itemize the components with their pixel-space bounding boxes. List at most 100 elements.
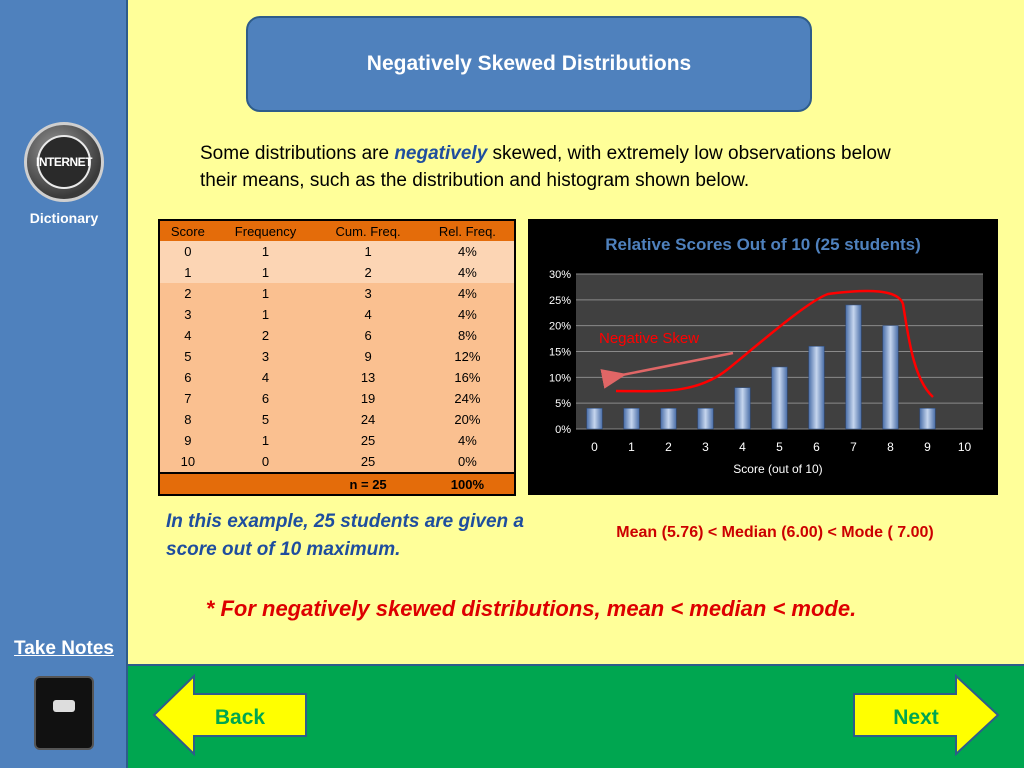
header-cum-freq: Cum. Freq. <box>315 220 421 241</box>
intro-before: Some distributions are <box>200 143 395 164</box>
cell: 4% <box>420 241 515 262</box>
cell: 19 <box>315 388 421 409</box>
table-row: 5 3 9 12% <box>159 346 515 367</box>
x-tick-label: 3 <box>702 440 709 454</box>
dictionary-link[interactable]: Dictionary <box>29 210 99 226</box>
cell: 0 <box>159 241 216 262</box>
cell: 4 <box>315 304 421 325</box>
chart-title: Relative Scores Out of 10 (25 students) <box>605 235 921 254</box>
sidebar: INTERNET Dictionary Take Notes <box>0 0 128 768</box>
cell: 1 <box>215 262 316 283</box>
logo-inner: INTERNET <box>36 135 93 189</box>
x-tick-label: 1 <box>628 440 635 454</box>
next-arrow-icon <box>853 673 1000 757</box>
cell: 16% <box>420 367 515 388</box>
intro-emphasis: negatively <box>394 143 488 164</box>
back-label: Back <box>215 706 266 729</box>
cell: 2 <box>315 262 421 283</box>
bar <box>882 325 899 430</box>
x-tick-label: 5 <box>776 440 783 454</box>
cell: 3 <box>159 304 216 325</box>
table-row: 7 6 19 24% <box>159 388 515 409</box>
header-rel-freq: Rel. Freq. <box>420 220 515 241</box>
cell: 3 <box>315 283 421 304</box>
cell: 2 <box>215 325 316 346</box>
cell: 8% <box>420 325 515 346</box>
table-row: 1 1 2 4% <box>159 262 515 283</box>
cell: 4% <box>420 283 515 304</box>
x-tick-labels: 0 1 2 3 4 5 6 7 8 9 10 <box>591 440 971 454</box>
y-tick-label: 15% <box>549 347 571 359</box>
cell: 4% <box>420 430 515 451</box>
bar <box>919 408 936 430</box>
logo-text: INTERNET <box>36 155 93 169</box>
y-tick-label: 20% <box>549 321 571 333</box>
conclusion-text: * For negatively skewed distributions, m… <box>205 596 857 621</box>
cell: 4 <box>215 367 316 388</box>
y-tick-label: 10% <box>549 372 571 384</box>
y-tick-label: 25% <box>549 295 571 307</box>
cell: 4% <box>420 262 515 283</box>
cell: 25 <box>315 451 421 473</box>
cell: 0% <box>420 451 515 473</box>
cell: 24% <box>420 388 515 409</box>
cell: 6 <box>159 367 216 388</box>
table-footer-row: n = 25 100% <box>159 472 515 495</box>
bar <box>734 387 751 430</box>
back-arrow-icon <box>152 673 307 757</box>
x-axis-label: Score (out of 10) <box>733 462 822 476</box>
cell: 9 <box>159 430 216 451</box>
bar <box>623 408 640 430</box>
cell: 6 <box>215 388 316 409</box>
next-label: Next <box>893 706 939 729</box>
cell: 1 <box>159 262 216 283</box>
header-score: Score <box>159 220 216 241</box>
x-tick-label: 2 <box>665 440 672 454</box>
x-tick-label: 0 <box>591 440 598 454</box>
cell: 1 <box>215 304 316 325</box>
bar <box>845 304 862 430</box>
take-notes-link[interactable]: Take Notes <box>14 638 114 659</box>
cell: 3 <box>215 346 316 367</box>
cell: 4% <box>420 304 515 325</box>
cell: 1 <box>215 430 316 451</box>
back-button[interactable]: Back <box>150 672 310 758</box>
intro-after: skewed, with extremely low observations … <box>200 143 891 191</box>
page-title: Negatively Skewed Distributions <box>366 52 692 75</box>
cell <box>159 472 216 495</box>
table-row: 0 1 1 4% <box>159 241 515 262</box>
cell: 5 <box>159 346 216 367</box>
cell: 20% <box>420 409 515 430</box>
cell: 1 <box>215 283 316 304</box>
y-tick-label: 5% <box>555 398 571 410</box>
x-tick-label: 8 <box>887 440 894 454</box>
table-row: 8 5 24 20% <box>159 409 515 430</box>
x-tick-label: 6 <box>813 440 820 454</box>
table-row: 3 1 4 4% <box>159 304 515 325</box>
y-tick-labels: 0% 5% 10% 15% 20% 25% 30% <box>549 269 571 436</box>
notebook-icon[interactable] <box>34 676 94 750</box>
intro-text: Some distributions are negatively skewed… <box>200 140 920 194</box>
cell: 9 <box>315 346 421 367</box>
cell: 10 <box>159 451 216 473</box>
mean-median-mode: Mean (5.76) < Median (6.00) < Mode ( 7.0… <box>616 524 934 541</box>
x-tick-label: 4 <box>739 440 746 454</box>
x-tick-label: 10 <box>958 440 972 454</box>
histogram-chart: Relative Scores Out of 10 (25 students) … <box>528 219 998 495</box>
bar <box>697 408 714 430</box>
table-row: 2 1 3 4% <box>159 283 515 304</box>
cell: 1 <box>215 241 316 262</box>
cell: 1 <box>315 241 421 262</box>
table-row: 6 4 13 16% <box>159 367 515 388</box>
skew-annotation: Negative Skew <box>599 330 699 347</box>
bar <box>771 366 788 430</box>
table-row: 4 2 6 8% <box>159 325 515 346</box>
example-text: In this example, 25 students are given a… <box>166 511 524 560</box>
cell <box>215 472 316 495</box>
next-button[interactable]: Next <box>850 672 1002 758</box>
title-banner: Negatively Skewed Distributions <box>246 16 812 112</box>
y-tick-label: 0% <box>555 424 571 436</box>
cell: 12% <box>420 346 515 367</box>
internet-globe-icon[interactable]: INTERNET <box>24 122 104 202</box>
cell: 4 <box>159 325 216 346</box>
